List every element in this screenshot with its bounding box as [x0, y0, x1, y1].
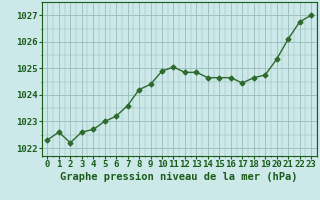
- X-axis label: Graphe pression niveau de la mer (hPa): Graphe pression niveau de la mer (hPa): [60, 172, 298, 182]
